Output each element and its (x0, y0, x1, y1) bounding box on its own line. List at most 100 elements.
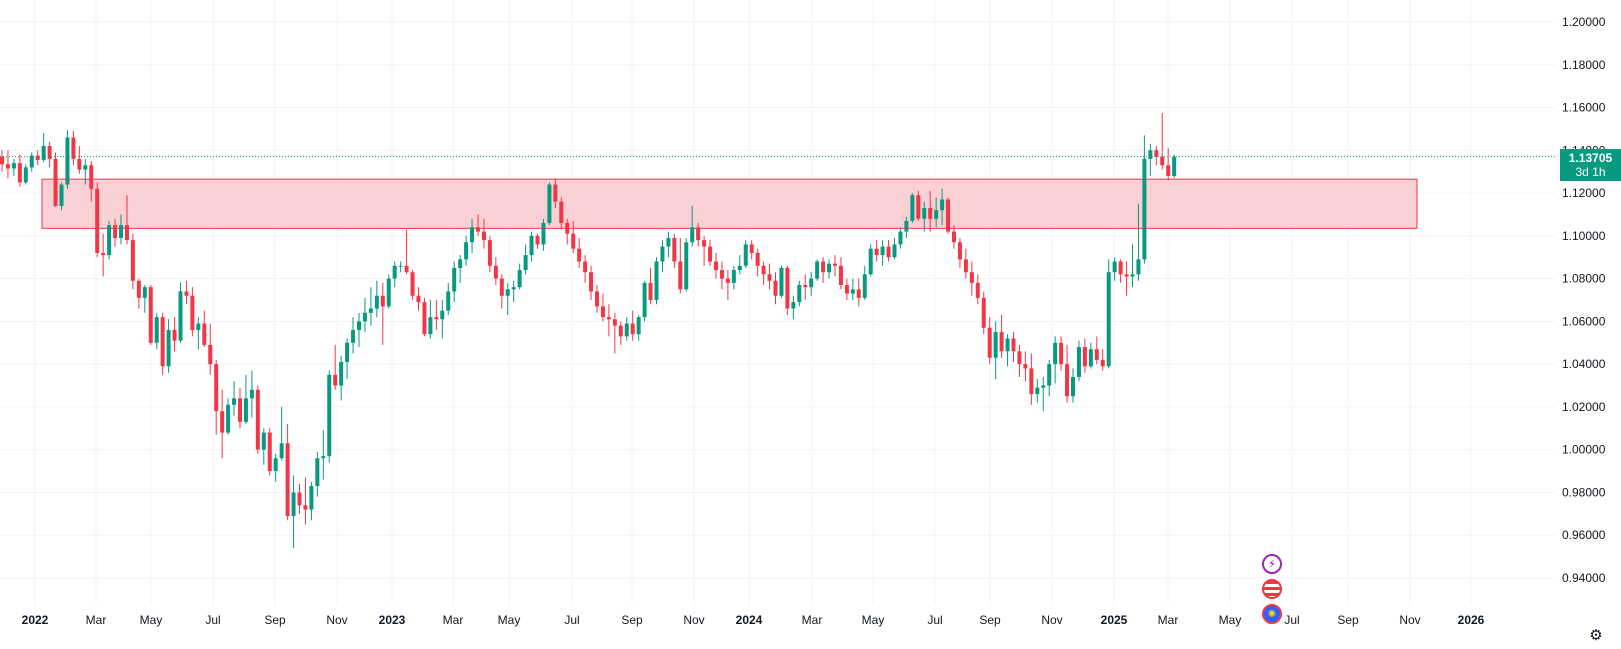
candle (785, 265, 790, 315)
candle (404, 229, 409, 275)
candle-body (481, 231, 486, 241)
candle-body (148, 287, 153, 343)
candle-body (868, 248, 873, 275)
candle (1076, 340, 1081, 382)
candle-body (833, 263, 837, 266)
candle-body (654, 261, 659, 300)
candle-body (1130, 274, 1135, 277)
candle-body (255, 389, 260, 450)
candle-body (5, 164, 10, 169)
candle (910, 193, 915, 224)
candle-body (160, 317, 165, 367)
candle-body (11, 163, 16, 169)
candle (779, 265, 784, 298)
candle-body (1071, 376, 1075, 397)
candle-body (1059, 342, 1064, 365)
candle-body (202, 323, 207, 345)
candle-body (1035, 387, 1040, 395)
candle-body (975, 282, 980, 298)
candle-body (404, 265, 409, 273)
candle-body (154, 317, 159, 343)
candle-body (386, 278, 391, 307)
candle (190, 287, 195, 337)
candle-body (993, 332, 998, 358)
support-resistance-zone[interactable] (41, 178, 1418, 229)
candle-body (803, 285, 808, 288)
candle-body (850, 289, 855, 294)
candle (243, 374, 248, 425)
candle-body (1047, 364, 1052, 386)
candle-body (232, 398, 237, 405)
eu-flag-icon[interactable]: ✺ (1262, 604, 1282, 624)
candle (1130, 244, 1135, 288)
candle (29, 152, 34, 172)
lightning-icon[interactable]: ⚡ (1262, 554, 1282, 574)
candle (880, 240, 885, 266)
candle-body (226, 404, 231, 433)
candle-body (714, 261, 718, 271)
candle-body (368, 308, 373, 313)
candle (202, 310, 207, 348)
candle-body (636, 317, 641, 335)
candle (606, 304, 611, 337)
candle-body (684, 242, 689, 290)
candle (1041, 376, 1046, 412)
candle (35, 150, 40, 166)
candle (886, 240, 891, 262)
candle-body (214, 364, 219, 412)
zone-rect[interactable] (41, 178, 1418, 229)
candle (464, 235, 469, 266)
candle (380, 282, 385, 345)
y-tick-label: 1.12000 (1562, 186, 1606, 200)
candle (916, 190, 921, 221)
candle (874, 240, 879, 262)
candle-body (476, 227, 480, 232)
candle-body (493, 265, 498, 279)
x-tick-label: Jul (927, 613, 942, 627)
candle-body (559, 201, 564, 224)
candle (297, 483, 302, 514)
candle-body (1088, 349, 1093, 367)
candle (737, 255, 742, 275)
candle (130, 233, 135, 290)
x-tick-label: Jul (564, 613, 579, 627)
us-flag-icon[interactable] (1262, 579, 1282, 599)
candle (1059, 336, 1064, 371)
candle (154, 312, 159, 350)
candle-body (440, 310, 445, 320)
price-axis[interactable]: 1.200001.180001.160001.140001.120001.100… (1562, 15, 1606, 585)
candle (315, 451, 320, 497)
candle (470, 218, 475, 253)
candle (833, 255, 837, 277)
candle-body (529, 235, 534, 256)
candle (17, 154, 22, 187)
candle-body (119, 225, 123, 238)
x-tick-label: Sep (264, 613, 286, 627)
candle-body (785, 267, 790, 309)
candle-body (577, 248, 582, 262)
candle-body (547, 184, 552, 224)
candle-body (880, 246, 885, 256)
candle (1035, 379, 1040, 403)
candle (119, 214, 123, 245)
candle (71, 131, 76, 166)
candle (940, 188, 945, 226)
candle (511, 280, 516, 303)
candle-body (315, 458, 320, 487)
candle (1047, 359, 1052, 397)
candle (725, 270, 730, 300)
x-tick-label: Nov (1399, 613, 1420, 627)
gear-icon[interactable]: ⚙ (1589, 626, 1603, 644)
time-axis[interactable]: 2022 Mar May Jul Sep Nov 2023 Mar May Jul Sep Nov 20… (22, 613, 1485, 627)
candle (666, 231, 671, 258)
candle-body (898, 231, 903, 245)
candle (273, 453, 278, 482)
candle (220, 389, 225, 459)
candle-body (285, 443, 290, 516)
candle-body (83, 165, 88, 170)
candle (1017, 344, 1022, 377)
candle (957, 237, 962, 268)
x-tick-label: Sep (621, 613, 643, 627)
candle-body (487, 240, 492, 266)
